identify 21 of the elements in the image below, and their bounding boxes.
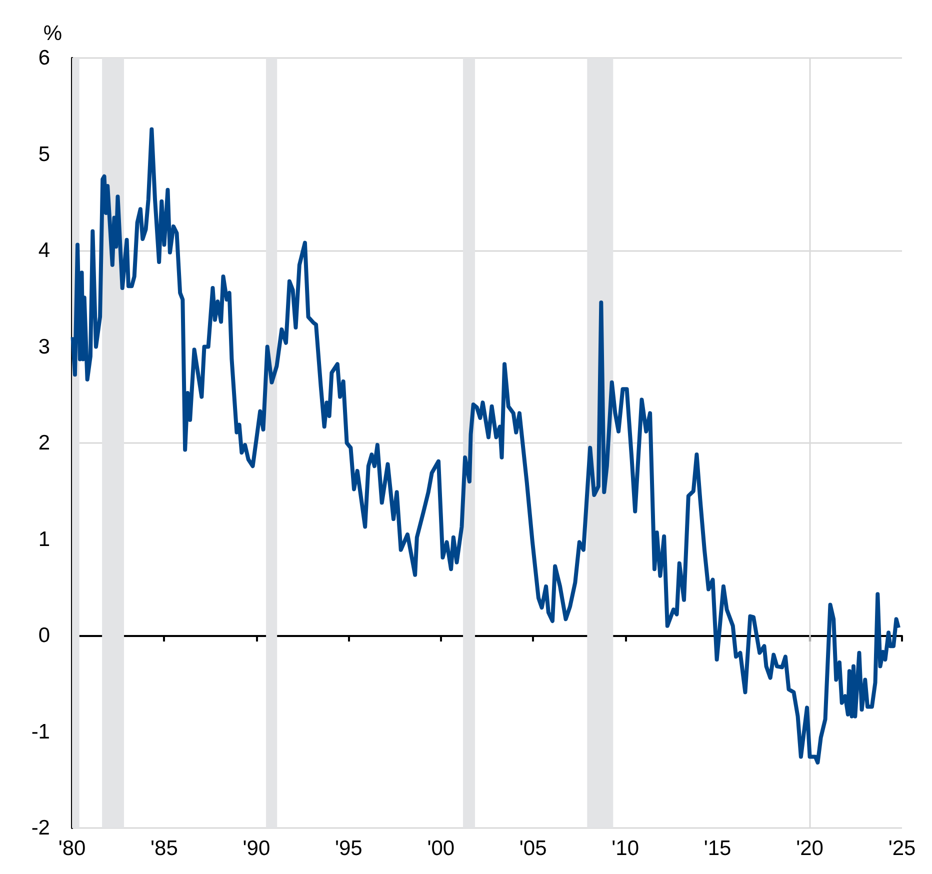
- y-tick-label: 3: [38, 335, 50, 358]
- y-tick-label: 0: [38, 624, 50, 647]
- y-tick-label: 2: [38, 432, 50, 454]
- x-tick-label: '90: [242, 837, 270, 860]
- x-tick-label: '15: [704, 837, 732, 860]
- y-axis-title: %: [43, 22, 62, 45]
- y-tick-label: 4: [38, 239, 50, 262]
- y-tick-label: 1: [38, 528, 50, 551]
- y-tick-label: 5: [38, 142, 50, 166]
- x-tick-label: '25: [888, 837, 916, 860]
- x-tick-label: '95: [334, 837, 362, 860]
- x-tick-label: '10: [612, 837, 640, 860]
- y-tick-label: 6: [38, 46, 50, 70]
- x-tick-label: '00: [427, 837, 455, 860]
- line-series: [70, 127, 900, 765]
- y-tick-label: -2: [31, 816, 50, 840]
- x-tick-label: '20: [796, 837, 824, 860]
- y-tick-label: -1: [31, 720, 50, 744]
- x-tick-label: '85: [150, 837, 178, 860]
- x-tick-label: '80: [58, 837, 86, 860]
- x-tick-label: '05: [519, 837, 547, 860]
